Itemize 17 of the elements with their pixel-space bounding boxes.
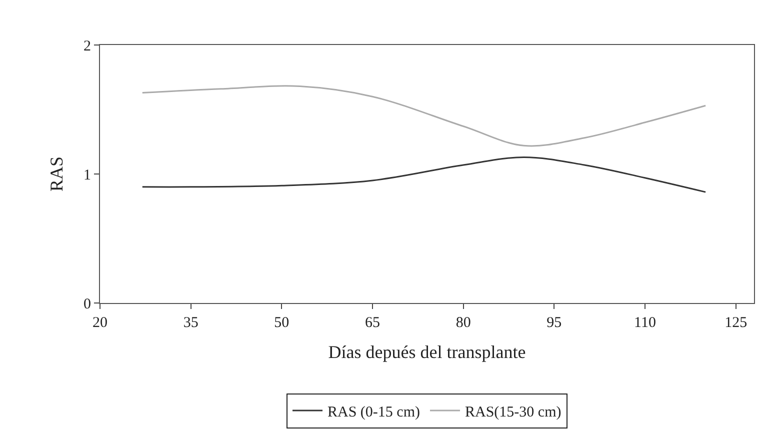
y-tick-label: 2: [84, 38, 91, 54]
y-axis-title: RAS: [46, 156, 67, 192]
x-axis-title: Días depués del transplante: [328, 342, 526, 362]
x-tick-label: 125: [724, 315, 748, 331]
line-series: [142, 85, 706, 147]
x-tick-label: 35: [183, 315, 198, 331]
legend-label: RAS (0-15 cm): [328, 404, 420, 420]
x-tick-label: 110: [634, 315, 656, 331]
line-series: [142, 156, 706, 193]
legend-label: RAS(15-30 cm): [465, 404, 562, 420]
y-tick-label: 1: [84, 167, 91, 184]
x-tick-label: 80: [456, 315, 471, 331]
x-tick-label: 50: [274, 315, 290, 331]
x-tick-label: 65: [365, 315, 380, 331]
x-tick-label: 20: [92, 315, 108, 331]
y-tick-label: 0: [84, 296, 91, 312]
x-tick-label: 95: [546, 315, 562, 331]
